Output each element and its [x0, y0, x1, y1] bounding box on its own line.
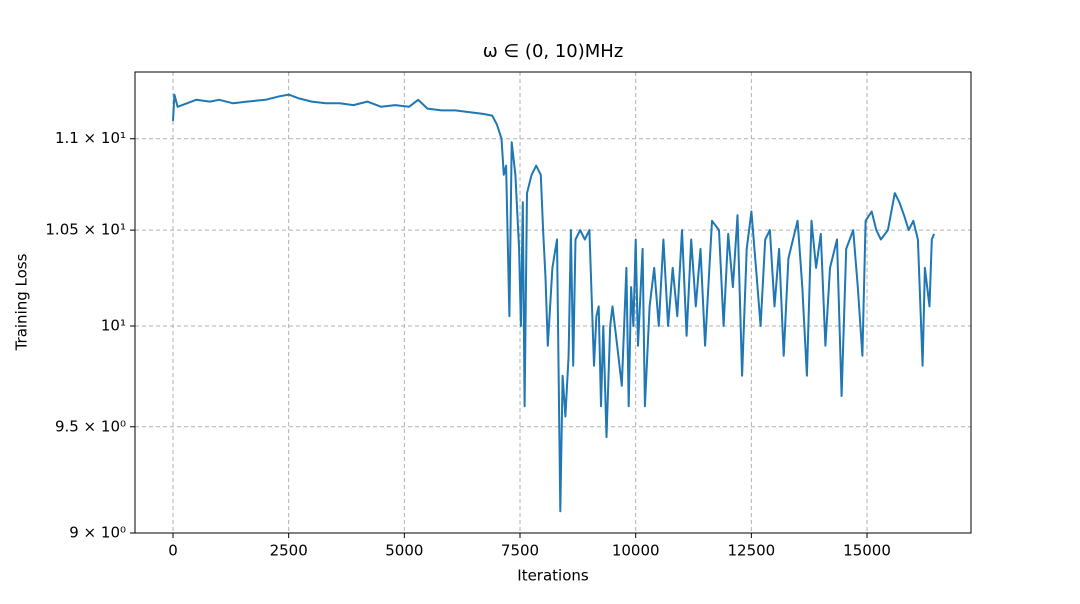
- x-tick-label: 15000: [843, 542, 891, 560]
- y-tick-label: 9.5 × 10⁰: [55, 417, 126, 435]
- y-tick-label: 10¹: [101, 316, 126, 334]
- x-tick-label: 5000: [385, 542, 423, 560]
- x-tick-label: 2500: [270, 542, 308, 560]
- y-tick-label: 1.05 × 10¹: [45, 221, 126, 239]
- plot-frame: [134, 71, 972, 534]
- data-line: [172, 93, 936, 513]
- y-tick-label: 1.1 × 10¹: [55, 129, 126, 147]
- x-tick-label: 7500: [501, 542, 539, 560]
- x-tick-label: 0: [168, 542, 178, 560]
- x-tick-label: 10000: [612, 542, 660, 560]
- x-tick-label: 12500: [727, 542, 775, 560]
- y-axis-label: Training Loss: [13, 253, 31, 351]
- y-tick-label: 9 × 10⁰: [69, 524, 126, 542]
- x-axis-label: Iterations: [517, 567, 589, 585]
- chart-title: ω ∈ (0, 10)MHz: [483, 41, 624, 62]
